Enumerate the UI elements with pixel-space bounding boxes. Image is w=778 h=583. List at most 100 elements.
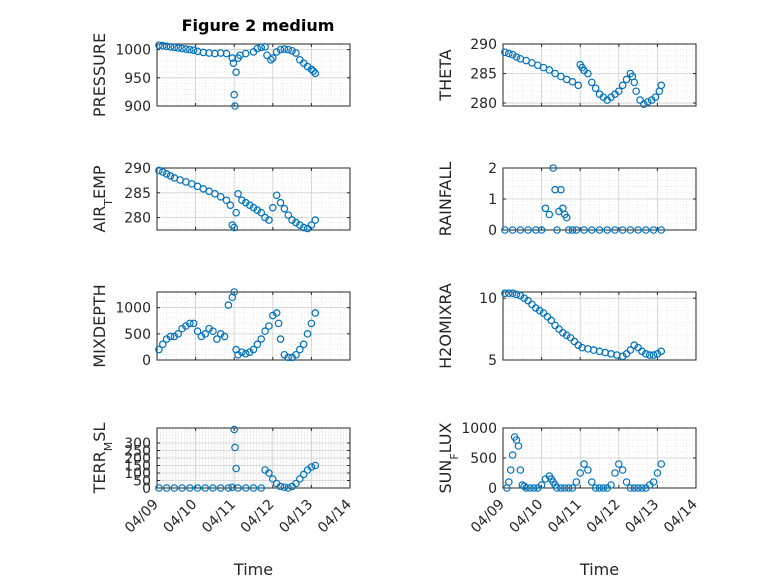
data-point: [232, 208, 240, 217]
data-point: [241, 198, 250, 207]
data-point: [595, 226, 604, 234]
x-tick-label: 04/10: [507, 497, 547, 537]
data-point: [186, 484, 194, 492]
data-point: [162, 484, 171, 492]
y-axis-label: MIXDEPTH: [90, 284, 109, 367]
data-point: [508, 50, 517, 59]
data-point: [230, 425, 239, 434]
data-point: [611, 469, 619, 477]
data-point: [280, 45, 289, 53]
data-point: [526, 484, 534, 492]
data-point: [224, 484, 233, 492]
data-point: [292, 479, 300, 488]
data-point: [532, 304, 540, 312]
x-tick-label: 04/09: [468, 497, 508, 537]
data-point: [158, 168, 167, 176]
data-point: [576, 469, 585, 477]
data-point: [201, 484, 210, 492]
data-point: [516, 291, 525, 300]
data-point: [307, 319, 316, 328]
data-point: [296, 345, 304, 354]
data-point: [653, 469, 662, 477]
data-point: [276, 335, 285, 343]
data-point: [584, 466, 592, 474]
data-point: [253, 44, 262, 53]
data-point: [170, 43, 179, 52]
data-point: [158, 340, 167, 349]
data-point: [186, 319, 194, 328]
data-point: [193, 484, 202, 492]
data-point: [501, 289, 509, 298]
data-point: [155, 41, 163, 49]
data-point: [178, 44, 186, 53]
data-point: [272, 309, 281, 317]
panel-air-temp: 280 285 290 AIRTEMP: [90, 161, 351, 233]
data-point: [535, 306, 544, 315]
data-point: [253, 206, 262, 214]
data-point: [257, 484, 266, 492]
data-point: [311, 216, 320, 224]
figure-title: Figure 2 medium: [182, 16, 335, 35]
data-point: [626, 346, 635, 354]
data-point: [622, 478, 631, 486]
data-point: [555, 325, 563, 333]
y-tick-label: 900: [124, 99, 151, 115]
data-point: [267, 55, 275, 64]
data-point: [580, 460, 588, 468]
data-point: [508, 289, 517, 298]
data-point: [174, 330, 183, 338]
data-point: [537, 226, 546, 234]
y-tick-label: 10: [479, 291, 497, 307]
y-tick-label: 150: [124, 459, 151, 475]
data-point: [224, 301, 233, 309]
y-tick-label: 200: [124, 451, 151, 467]
data-point: [241, 49, 250, 58]
data-point: [541, 204, 550, 213]
data-point: [549, 164, 557, 172]
data-point: [587, 78, 596, 87]
data-point: [288, 46, 296, 55]
y-tick-label: 290: [124, 161, 151, 177]
data-point: [193, 327, 202, 336]
data-point: [234, 484, 242, 492]
data-point: [261, 43, 269, 51]
data-point: [545, 66, 554, 74]
data-point: [618, 466, 627, 474]
data-point: [524, 226, 532, 234]
data-point: [292, 218, 300, 227]
data-point: [238, 196, 246, 205]
data-point: [614, 87, 623, 96]
x-axis-label: Time: [579, 560, 619, 579]
data-point: [296, 475, 304, 483]
data-point: [209, 484, 217, 492]
data-point: [630, 484, 639, 492]
data-point: [649, 478, 658, 486]
data-point: [292, 350, 300, 359]
data-point: [201, 330, 210, 338]
data-point: [638, 484, 646, 492]
data-point: [584, 69, 592, 78]
data-point: [640, 100, 648, 109]
data-point: [253, 340, 262, 349]
y-axis-label: AIRTEMP: [90, 165, 115, 232]
data-point: [634, 484, 642, 492]
panel-pressure: 900 950 1000 PRESSURE: [90, 33, 351, 117]
y-axis-label: THETA: [436, 49, 455, 101]
data-point: [630, 341, 639, 349]
data-point: [268, 475, 277, 483]
data-point: [607, 481, 615, 489]
data-point: [591, 484, 600, 492]
data-point: [284, 45, 293, 54]
data-point: [516, 466, 525, 474]
data-point: [263, 51, 271, 60]
data-point: [557, 72, 565, 81]
y-tick-label: 1000: [115, 43, 151, 59]
data-point: [657, 347, 666, 356]
axes-box: [502, 43, 697, 107]
y-axis-label: PRESSURE: [90, 33, 109, 117]
data-point: [274, 319, 283, 328]
data-point: [516, 226, 525, 234]
y-tick-label: 0: [488, 223, 497, 239]
data-point: [276, 198, 285, 207]
data-point: [574, 81, 583, 90]
